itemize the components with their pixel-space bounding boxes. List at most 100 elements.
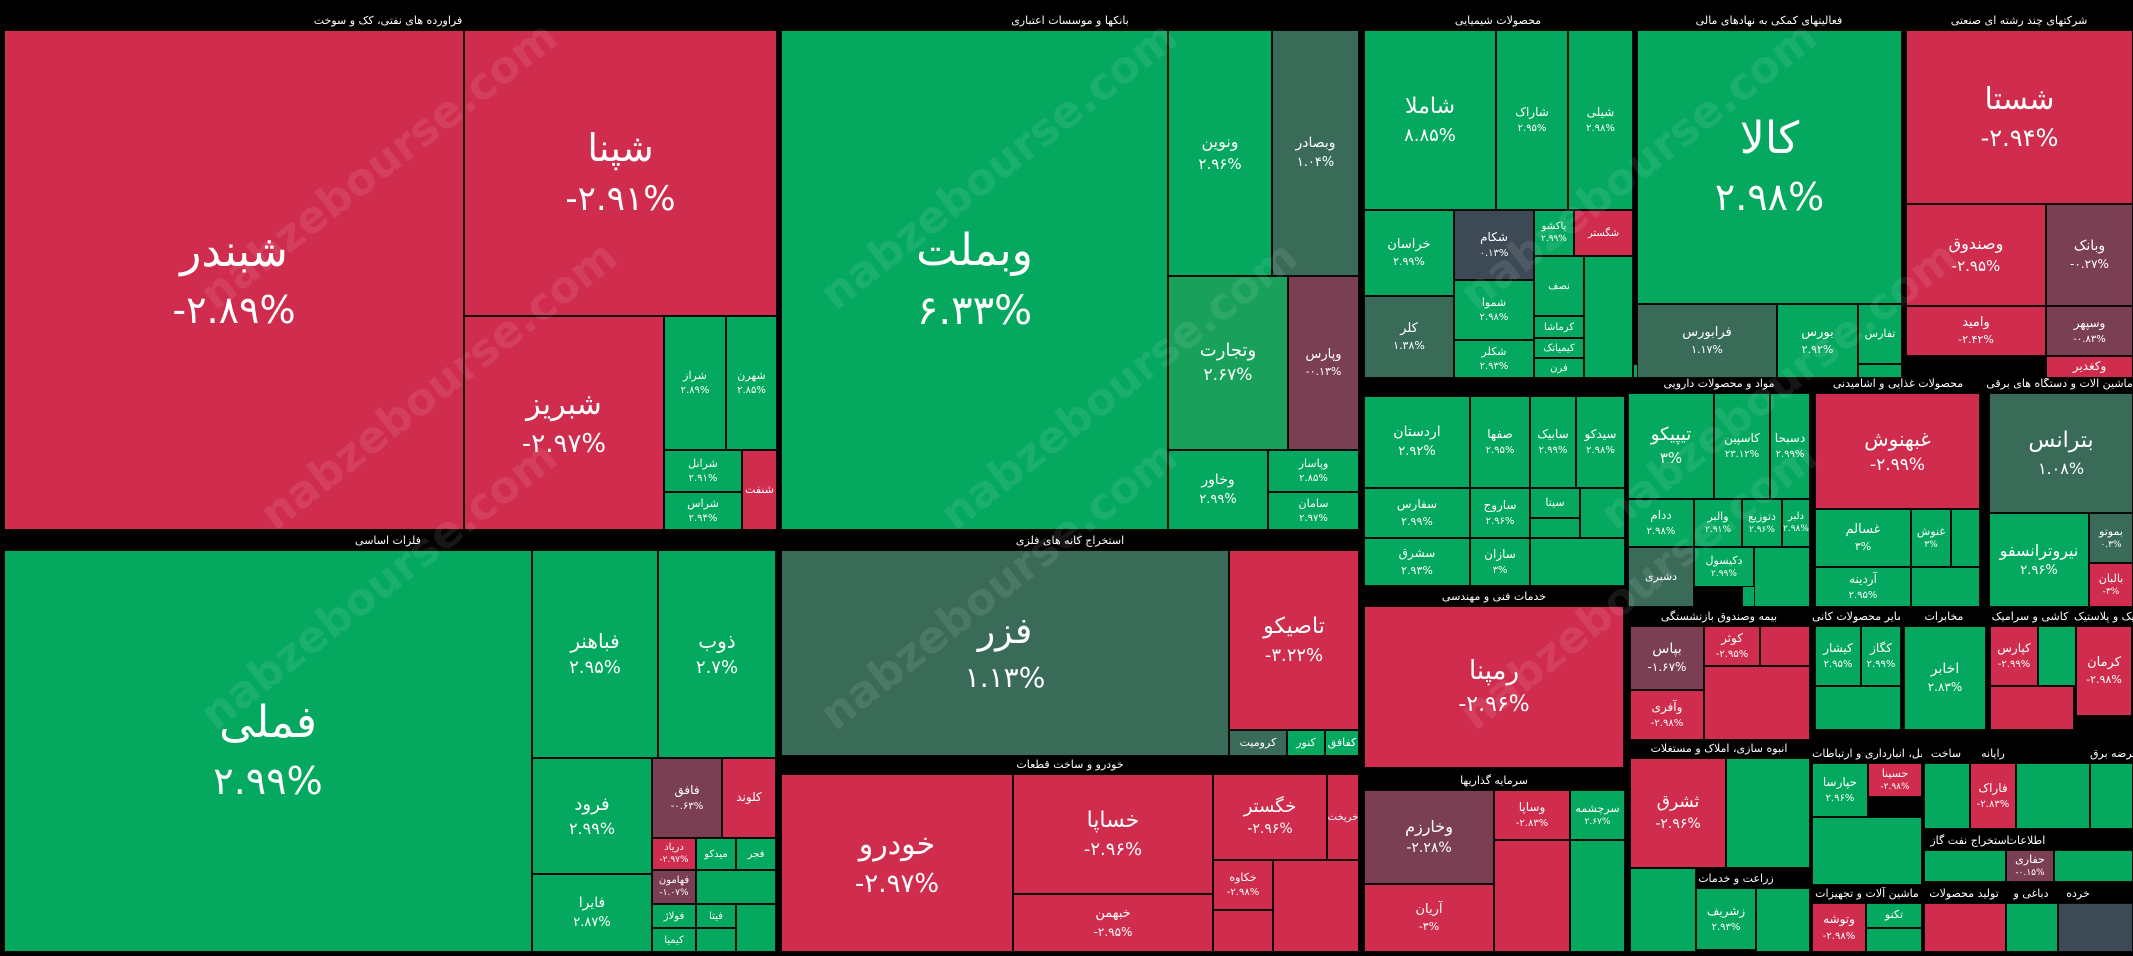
minor-stock-tile[interactable] bbox=[2090, 763, 2133, 829]
minor-stock-tile[interactable] bbox=[1911, 567, 1980, 607]
minor-stock-tile[interactable] bbox=[1924, 850, 2006, 882]
stock-tile-hasina[interactable]: حسینا -۲.۹۸% bbox=[1868, 763, 1922, 797]
stock-tile-arian[interactable]: آریان -۳% bbox=[1364, 884, 1494, 952]
stock-tile-khorasan[interactable]: خراسان ۲.۹۹% bbox=[1364, 210, 1454, 296]
stock-tile-pakshoo[interactable]: پاکشو ۲.۹۹% bbox=[1534, 210, 1574, 256]
stock-tile-shabandar[interactable]: شبندر -۲.۸۹% bbox=[4, 30, 464, 530]
stock-tile-shahran[interactable]: شهرن ۲.۸۵% bbox=[726, 316, 777, 450]
stock-tile-khzamya[interactable]: خریخت bbox=[1327, 774, 1359, 860]
stock-tile-sfars[interactable]: سفارس ۲.۹۹% bbox=[1364, 488, 1470, 538]
stock-tile-vnovin[interactable]: ونوین ۲.۹۶% bbox=[1168, 30, 1272, 276]
stock-tile-sshargh[interactable]: سشرق ۲.۹۳% bbox=[1364, 538, 1470, 586]
minor-stock-tile[interactable] bbox=[1494, 840, 1570, 952]
stock-tile-kala[interactable]: کالا ۲.۹۸% bbox=[1637, 30, 1902, 304]
stock-tile-shepna[interactable]: شپنا -۲.۹۱% bbox=[464, 30, 777, 316]
stock-tile-kimiatek[interactable]: کیمیاتک bbox=[1534, 338, 1584, 358]
stock-tile-shasta[interactable]: شستا -۲.۹۴% bbox=[1906, 30, 2133, 204]
stock-tile-fameli[interactable]: فملی ۲.۹۹% bbox=[4, 550, 532, 952]
stock-tile-sabik[interactable]: سابیک ۲.۹۹% bbox=[1530, 396, 1576, 488]
stock-tile-kafegh[interactable]: کفافق bbox=[1325, 730, 1359, 756]
stock-tile-sefahan[interactable]: صفها ۲.۹۵% bbox=[1470, 396, 1530, 488]
minor-stock-tile[interactable] bbox=[2058, 903, 2133, 952]
stock-tile-shamla[interactable]: شاملا ۸.۸۵% bbox=[1364, 30, 1496, 210]
minor-stock-tile[interactable] bbox=[1530, 538, 1625, 586]
minor-stock-tile[interactable] bbox=[1726, 758, 1810, 868]
stock-tile-tafars[interactable]: تفارس bbox=[1858, 304, 1902, 364]
stock-tile-fmidko[interactable]: میدکو bbox=[696, 838, 736, 870]
stock-tile-vsepahr[interactable]: وسپهر -۰.۸۳% bbox=[2046, 306, 2133, 356]
stock-tile-shenaft[interactable]: شنفت bbox=[742, 450, 777, 530]
minor-stock-tile[interactable] bbox=[1756, 888, 1810, 952]
stock-tile-thshargh[interactable]: ثشرق -۲.۹۶% bbox=[1630, 758, 1726, 868]
stock-tile-shgostar[interactable]: شگستر bbox=[1574, 210, 1633, 256]
stock-tile-kgaz[interactable]: کگاز ۲.۹۹% bbox=[1861, 626, 1901, 686]
minor-stock-tile[interactable] bbox=[1858, 364, 1902, 378]
stock-tile-vsapa[interactable]: وساپا -۲.۸۳% bbox=[1494, 790, 1570, 840]
minor-stock-tile[interactable] bbox=[1760, 626, 1810, 666]
stock-tile-ghadira[interactable]: آردینه ۲.۹۵% bbox=[1815, 567, 1911, 607]
minor-stock-tile[interactable] bbox=[1812, 817, 1922, 885]
stock-tile-fajr[interactable]: فجر bbox=[736, 838, 776, 870]
stock-tile-hparsa[interactable]: حپارسا ۲.۹۶% bbox=[1812, 763, 1868, 817]
minor-stock-tile[interactable] bbox=[1924, 903, 2006, 952]
minor-stock-tile[interactable] bbox=[2016, 763, 2090, 829]
minor-stock-tile[interactable] bbox=[1990, 686, 2074, 730]
minor-stock-tile[interactable] bbox=[696, 870, 776, 904]
stock-tile-caspian[interactable]: کاسپین ۲۳.۱۲% bbox=[1714, 393, 1770, 499]
minor-stock-tile[interactable] bbox=[1815, 686, 1901, 730]
stock-tile-vtejarat[interactable]: وتجارت ۲.۶۷% bbox=[1168, 276, 1288, 450]
stock-tile-kermasha[interactable]: کرماشا bbox=[1534, 316, 1584, 338]
minor-stock-tile[interactable] bbox=[1866, 928, 1922, 952]
stock-tile-vtoosha[interactable]: وتوشه -۲.۹۸% bbox=[1812, 903, 1866, 952]
stock-tile-sarooj[interactable]: ساروج ۲.۹۶% bbox=[1470, 488, 1530, 538]
stock-tile-shiraz[interactable]: شراز ۲.۸۹% bbox=[664, 316, 726, 450]
stock-tile-dkesa[interactable]: دکیسول ۲.۹۹% bbox=[1694, 547, 1754, 587]
stock-tile-shkr[interactable]: شکلر ۲.۹۳% bbox=[1454, 340, 1534, 378]
stock-tile-zagros[interactable]: زشریف ۲.۹۳% bbox=[1696, 888, 1756, 950]
stock-tile-keyshar[interactable]: کیشار ۲.۹۵% bbox=[1815, 626, 1861, 686]
stock-tile-vparsian[interactable]: وپارس -۰.۱۳% bbox=[1288, 276, 1359, 450]
stock-tile-vamid[interactable]: وامید -۲.۴۲% bbox=[1906, 306, 2046, 356]
stock-tile-tipico[interactable]: تیپیکو ۳% bbox=[1628, 393, 1714, 499]
stock-tile-faira[interactable]: فایرا ۲.۸۷% bbox=[532, 874, 652, 952]
minor-stock-tile[interactable] bbox=[1951, 509, 1980, 567]
stock-tile-farabourse[interactable]: فرابورس ۱.۱۷% bbox=[1637, 304, 1777, 378]
stock-tile-ghosham[interactable]: غسالم ۳% bbox=[1815, 509, 1911, 567]
stock-tile-niroo[interactable]: نیروترانسفو ۲.۹۶% bbox=[1989, 513, 2089, 607]
stock-tile-fabahonar[interactable]: فباهنر ۲.۹۵% bbox=[532, 550, 658, 758]
stock-tile-kromit[interactable]: کرومیت bbox=[1229, 730, 1287, 756]
stock-tile-bimeh[interactable]: بپاس -۱.۶۷% bbox=[1630, 626, 1704, 690]
minor-stock-tile[interactable] bbox=[1924, 763, 1970, 829]
stock-tile-tapico[interactable]: تاصیکو -۳.۲۲% bbox=[1229, 550, 1359, 730]
stock-tile-hafari[interactable]: حفاری -۰.۱۵% bbox=[2006, 850, 2054, 882]
stock-tile-dalber[interactable]: دلبر ۲.۹۸% bbox=[1782, 499, 1810, 547]
stock-tile-kanor[interactable]: کنور bbox=[1287, 730, 1325, 756]
stock-tile-khsapa[interactable]: خساپا -۲.۹۶% bbox=[1013, 774, 1213, 894]
stock-tile-sharak[interactable]: شاراک ۲.۹۵% bbox=[1496, 30, 1568, 210]
minor-stock-tile[interactable] bbox=[696, 928, 736, 952]
stock-tile-sarmayeh[interactable]: سرچشمه ۲.۶۷% bbox=[1570, 790, 1625, 840]
stock-tile-bpars[interactable]: بالبان -۳% bbox=[2089, 563, 2133, 607]
stock-tile-vsandoogh[interactable]: وصندوق -۲.۹۵% bbox=[1906, 204, 2046, 306]
stock-tile-khodro[interactable]: خودرو -۲.۹۷% bbox=[781, 774, 1013, 952]
stock-tile-rampna[interactable]: رمپنا -۲.۹۶% bbox=[1364, 606, 1624, 768]
stock-tile-samaan[interactable]: سامان ۲.۹۷% bbox=[1268, 492, 1359, 530]
stock-tile-shabriz[interactable]: شبریز -۲.۹۷% bbox=[464, 316, 664, 530]
minor-stock-tile[interactable] bbox=[1530, 518, 1580, 538]
stock-tile-derryad[interactable]: دریاد -۲.۹۷% bbox=[652, 838, 696, 870]
stock-tile-foolaj[interactable]: فولاژ bbox=[652, 904, 696, 928]
stock-tile-nasef[interactable]: نصف bbox=[1534, 256, 1584, 316]
stock-tile-bmoto[interactable]: بموتو ۰.۳% bbox=[2089, 513, 2133, 563]
stock-tile-kaloud[interactable]: کلوند bbox=[722, 758, 776, 838]
stock-tile-btrans[interactable]: بترانس ۱.۰۸% bbox=[1989, 393, 2133, 513]
stock-tile-dadam[interactable]: ددام ۲.۹۸% bbox=[1628, 499, 1694, 547]
minor-stock-tile[interactable] bbox=[1584, 256, 1633, 378]
stock-tile-dashiri[interactable]: دشیری bbox=[1628, 547, 1694, 607]
stock-tile-vbsader[interactable]: وبصادر ۱.۰۴% bbox=[1272, 30, 1359, 276]
stock-tile-vkharazm[interactable]: وخارزم -۲.۲۸% bbox=[1364, 790, 1494, 884]
stock-tile-kima[interactable]: کیمیا bbox=[652, 928, 696, 952]
stock-tile-shrani[interactable]: شرانل ۲.۹۱% bbox=[664, 450, 742, 492]
minor-stock-tile[interactable] bbox=[2006, 903, 2058, 952]
minor-stock-tile[interactable] bbox=[1630, 868, 1696, 952]
stock-tile-sazari[interactable]: سازان ۳% bbox=[1470, 538, 1530, 586]
